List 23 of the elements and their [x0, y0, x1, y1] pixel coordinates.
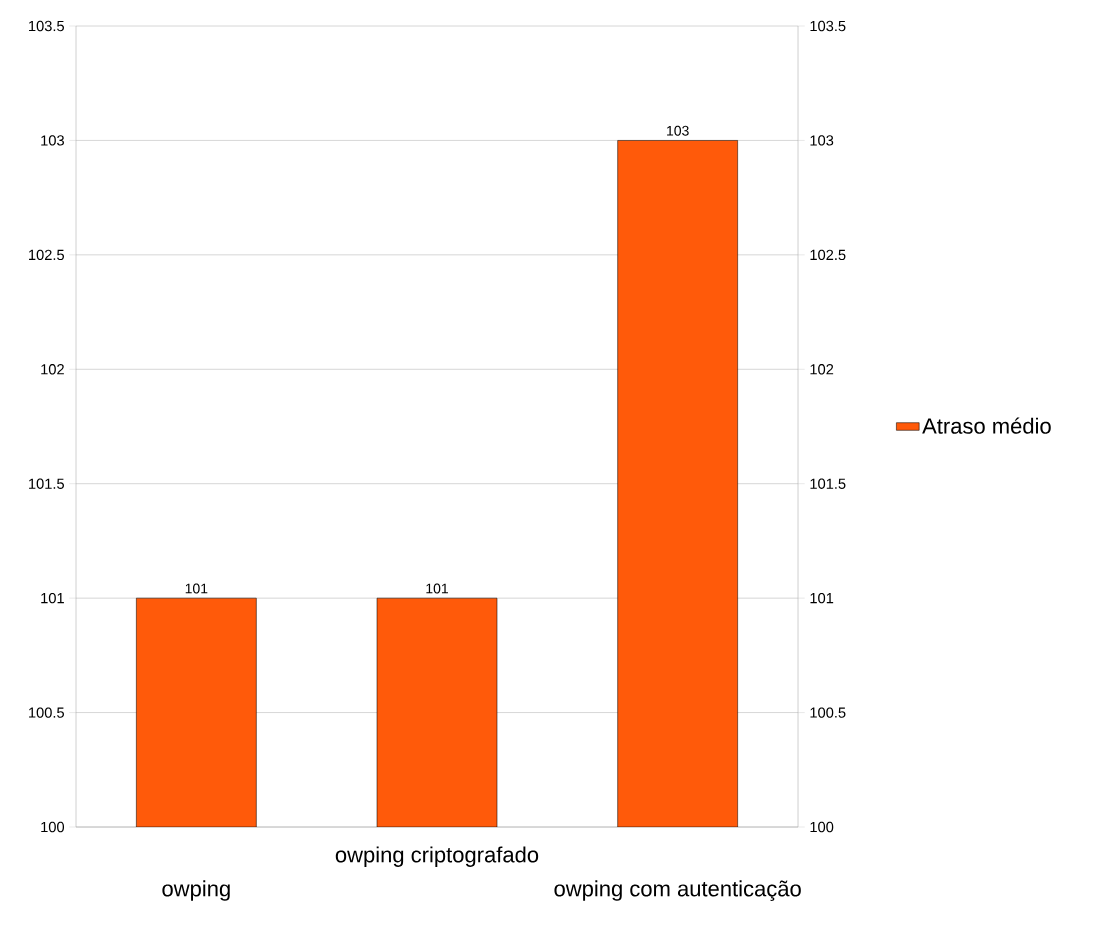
y2-tick-label: 103 [810, 135, 834, 146]
data-label: 101 [185, 583, 208, 594]
y2-tick-label: 100 [810, 821, 834, 833]
data-label: 103 [667, 125, 689, 136]
legend-label: Atraso médio [922, 417, 1051, 434]
x-tick-label: owping criptografado [335, 846, 539, 867]
y2-tick-label: 102.5 [810, 249, 846, 261]
x-tick-label: owping com autenticação [554, 880, 801, 901]
y-tick-label: 102 [41, 364, 64, 375]
y-tick-label: 100.5 [29, 707, 64, 718]
y-tick-label: 102.5 [29, 249, 64, 261]
y2-tick-label: 100.5 [810, 707, 846, 718]
y-tick-label: 103 [41, 135, 64, 146]
y2-tick-label: 101 [810, 592, 834, 604]
y-tick-label: 101.5 [29, 478, 64, 489]
y2-tick-label: 103.5 [810, 20, 846, 32]
y2-tick-label: 102 [810, 364, 834, 375]
y2-tick-label: 101.5 [810, 478, 846, 489]
data-label: 101 [426, 583, 448, 594]
x-tick-label: owping [162, 880, 230, 901]
y-tick-label: 100 [41, 821, 65, 833]
y-tick-label: 103.5 [29, 20, 64, 32]
y-tick-label: 101 [41, 592, 64, 604]
